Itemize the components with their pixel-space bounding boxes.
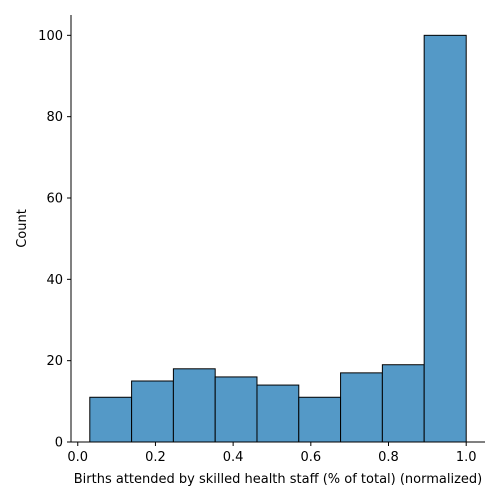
- y-tick-label-2: 40: [46, 273, 63, 288]
- y-tick-label-5: 100: [38, 29, 63, 44]
- y-tick-label-0: 0: [55, 436, 63, 451]
- histogram-bar-8: [423, 34, 467, 443]
- bars-group: [89, 34, 467, 443]
- y-tick-label-3: 60: [46, 192, 63, 207]
- y-tick-label-1: 20: [46, 354, 63, 369]
- x-axis-ticks: 0.0 0.2 0.4 0.6 0.8 1.0: [67, 442, 477, 465]
- histogram-bar-5: [298, 396, 342, 443]
- histogram-bar-0: [89, 396, 133, 443]
- histogram-bar-1: [131, 380, 174, 443]
- y-axis-ticks: 0 20 40 60 80 100: [38, 29, 71, 451]
- histogram-bar-4: [256, 384, 300, 443]
- x-tick-label-1: 0.2: [145, 450, 166, 465]
- x-tick-label-5: 1.0: [456, 450, 477, 465]
- histogram-bar-2: [172, 368, 216, 443]
- x-tick-label-4: 0.8: [378, 450, 399, 465]
- x-tick-label-3: 0.6: [300, 450, 321, 465]
- y-tick-label-4: 80: [46, 110, 63, 125]
- x-tick-label-2: 0.4: [223, 450, 244, 465]
- histogram-bar-7: [381, 364, 425, 443]
- histogram-bar-3: [214, 376, 258, 443]
- x-axis-label: Births attended by skilled health staff …: [74, 472, 482, 487]
- x-tick-label-0: 0.0: [67, 450, 88, 465]
- y-axis-label: Count: [15, 209, 30, 248]
- histogram-bar-6: [340, 372, 383, 443]
